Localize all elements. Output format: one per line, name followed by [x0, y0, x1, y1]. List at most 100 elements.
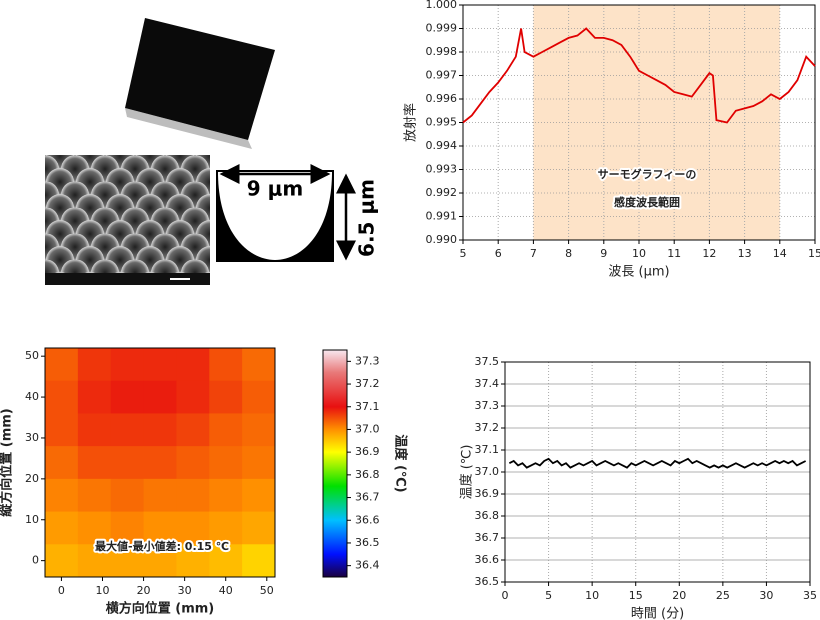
colorbar-tick-label: 36.5 [355, 536, 380, 549]
data-line [509, 459, 805, 468]
heat-cell [78, 413, 111, 446]
x-tick-label: 10 [585, 589, 599, 602]
x-tick-label: 20 [672, 589, 686, 602]
heat-cell [242, 381, 275, 414]
x-axis-title: 横方向位置 (mm) [106, 601, 215, 617]
y-tick-label: 50 [25, 349, 39, 362]
x-tick-label: 5 [545, 589, 552, 602]
heat-cell [111, 348, 144, 381]
heat-cell [45, 446, 78, 479]
x-tick-label: 30 [759, 589, 773, 602]
colorbar [323, 350, 347, 577]
heat-cell [176, 348, 209, 381]
y-tick-label: 0.999 [426, 22, 458, 35]
x-tick-label: 50 [260, 584, 274, 597]
y-tick-label: 0.993 [426, 163, 458, 176]
x-tick-label: 11 [667, 247, 681, 260]
heat-cell [45, 479, 78, 512]
colorbar-tick-label: 36.8 [355, 468, 380, 481]
y-tick-label: 10 [25, 513, 39, 526]
colorbar-tick-label: 37.2 [355, 377, 380, 390]
heat-cell [78, 348, 111, 381]
y-tick-label: 0.994 [426, 139, 458, 152]
heat-cell [176, 446, 209, 479]
colorbar-title: 温度 (℃) [393, 434, 409, 492]
heat-cell [144, 479, 177, 512]
colorbar-tick-label: 36.6 [355, 513, 380, 526]
colorbar-tick-label: 36.9 [355, 445, 380, 458]
heat-cell [176, 413, 209, 446]
heat-cell [144, 413, 177, 446]
y-tick-label: 37.1 [475, 443, 500, 456]
y-tick-label: 40 [25, 390, 39, 403]
y-tick-label: 20 [25, 472, 39, 485]
heat-cell [242, 413, 275, 446]
heat-cell [144, 348, 177, 381]
y-tick-label: 0.990 [426, 233, 458, 246]
y-tick-label: 36.8 [475, 509, 500, 522]
y-tick-label: 37.2 [475, 421, 500, 434]
x-tick-label: 10 [96, 584, 110, 597]
heat-cell [45, 381, 78, 414]
y-tick-label: 0.997 [426, 69, 458, 82]
heat-cell [45, 544, 78, 577]
x-tick-label: 20 [137, 584, 151, 597]
heat-cell [78, 446, 111, 479]
heat-cell [111, 446, 144, 479]
x-tick-label: 25 [716, 589, 730, 602]
heat-cell [209, 381, 242, 414]
y-tick-label: 30 [25, 431, 39, 444]
heat-cell [111, 479, 144, 512]
heat-cell [144, 381, 177, 414]
heat-cell [111, 381, 144, 414]
x-tick-label: 0 [502, 589, 509, 602]
x-tick-label: 15 [629, 589, 643, 602]
y-tick-label: 37.4 [475, 377, 500, 390]
x-tick-label: 7 [530, 247, 537, 260]
annotation: 最大値-最小値差: 0.15 ℃ [95, 539, 229, 553]
y-tick-label: 36.6 [475, 553, 500, 566]
x-tick-label: 5 [460, 247, 467, 260]
heat-cell [209, 413, 242, 446]
y-tick-label: 37.5 [475, 355, 500, 368]
x-axis-title: 時間 (分) [631, 607, 684, 620]
heat-cell [111, 413, 144, 446]
heat-cell [242, 348, 275, 381]
sem-image [45, 155, 210, 285]
x-tick-label: 6 [495, 247, 502, 260]
heat-cell [209, 446, 242, 479]
y-tick-label: 0.992 [426, 186, 458, 199]
heat-cell [45, 413, 78, 446]
heat-cell [45, 348, 78, 381]
heat-cell [242, 512, 275, 545]
x-tick-label: 14 [773, 247, 787, 260]
heat-cell [176, 479, 209, 512]
x-tick-label: 13 [738, 247, 752, 260]
sample-photo [125, 18, 275, 149]
x-tick-label: 30 [178, 584, 192, 597]
heat-cell [242, 544, 275, 577]
heat-cell [144, 446, 177, 479]
heat-cell [242, 479, 275, 512]
y-axis-title: 温度 (℃) [459, 445, 475, 500]
colorbar-tick-label: 37.0 [355, 422, 380, 435]
colorbar-tick-label: 37.1 [355, 400, 380, 413]
x-tick-label: 12 [702, 247, 716, 260]
y-tick-label: 0.998 [426, 45, 458, 58]
width-label: 9 μm [247, 177, 303, 201]
heat-cell [78, 479, 111, 512]
colorbar-tick-label: 37.3 [355, 354, 380, 367]
y-tick-label: 37.3 [475, 399, 500, 412]
colorbar-tick-label: 36.4 [355, 559, 380, 572]
x-tick-label: 15 [808, 247, 820, 260]
heat-cell [176, 381, 209, 414]
y-tick-label: 36.7 [475, 531, 500, 544]
y-tick-label: 36.9 [475, 487, 500, 500]
heat-cell [209, 348, 242, 381]
x-axis-title: 波長 (μm) [608, 265, 669, 280]
annotation: 感度波長範囲 [614, 195, 680, 209]
x-tick-label: 8 [565, 247, 572, 260]
y-axis-title: 放射率 [403, 103, 419, 142]
y-tick-label: 0.995 [426, 116, 458, 129]
